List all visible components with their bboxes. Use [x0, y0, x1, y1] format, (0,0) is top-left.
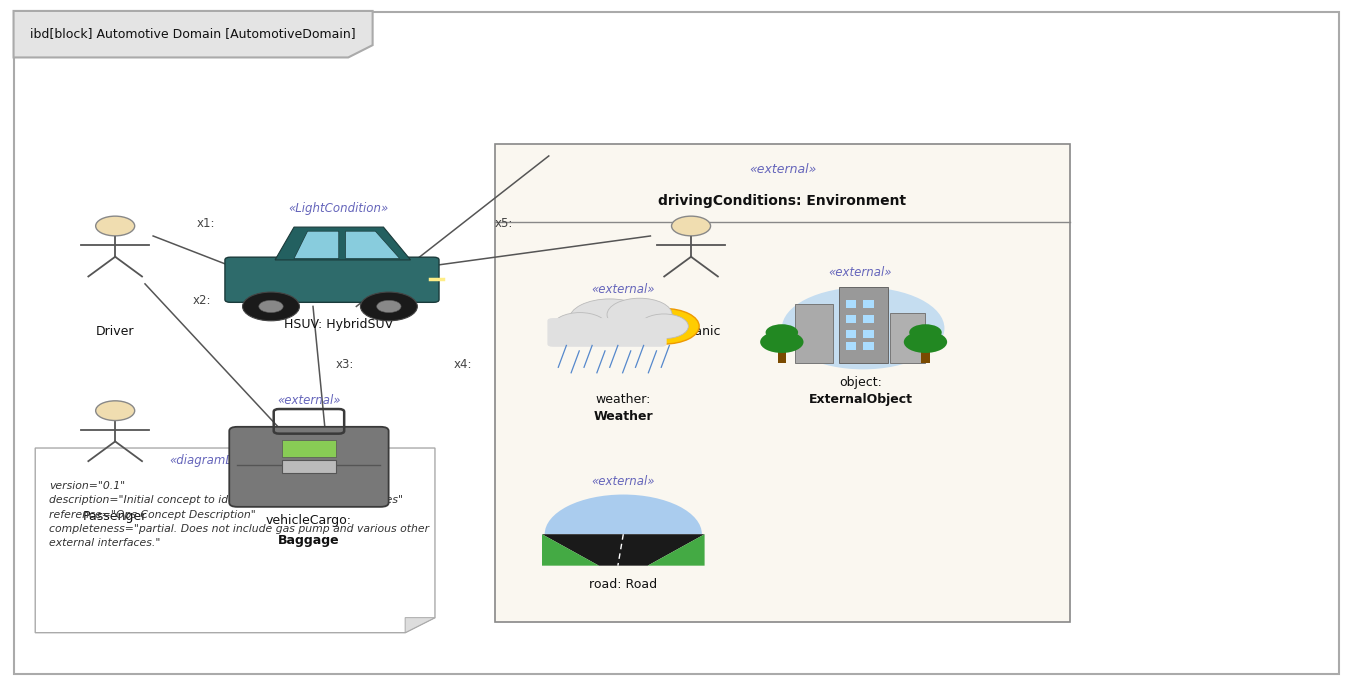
- Circle shape: [607, 298, 672, 331]
- Circle shape: [243, 292, 299, 321]
- FancyBboxPatch shape: [14, 12, 1339, 674]
- Circle shape: [553, 313, 607, 340]
- Text: «external»: «external»: [829, 266, 892, 279]
- Text: x1:: x1:: [196, 217, 215, 230]
- Text: «LightCondition»: «LightCondition»: [289, 202, 389, 215]
- FancyBboxPatch shape: [921, 350, 930, 363]
- FancyBboxPatch shape: [547, 318, 667, 347]
- Circle shape: [672, 216, 710, 236]
- FancyBboxPatch shape: [846, 342, 856, 350]
- Circle shape: [909, 324, 942, 341]
- Wedge shape: [545, 495, 702, 534]
- Text: Mechanic: Mechanic: [661, 325, 721, 338]
- FancyBboxPatch shape: [495, 144, 1070, 622]
- Circle shape: [904, 331, 947, 353]
- FancyBboxPatch shape: [795, 304, 833, 363]
- Text: x4:: x4:: [454, 358, 473, 371]
- Text: Weather: Weather: [593, 410, 653, 423]
- Circle shape: [766, 324, 798, 341]
- Text: «diagramDescription»: «diagramDescription»: [169, 453, 301, 467]
- Text: HSUV: HybridSUV: HSUV: HybridSUV: [285, 318, 393, 331]
- Text: x5:: x5:: [495, 217, 514, 230]
- Polygon shape: [14, 11, 373, 57]
- Circle shape: [96, 401, 134, 421]
- FancyBboxPatch shape: [846, 315, 856, 323]
- Circle shape: [360, 292, 417, 321]
- Circle shape: [629, 308, 699, 344]
- Polygon shape: [648, 534, 705, 566]
- Text: «external»: «external»: [749, 163, 816, 176]
- Text: object:: object:: [839, 376, 882, 389]
- Polygon shape: [405, 618, 435, 633]
- Text: Passenger: Passenger: [83, 510, 148, 523]
- Circle shape: [760, 331, 804, 353]
- Circle shape: [96, 216, 134, 236]
- FancyBboxPatch shape: [282, 460, 336, 473]
- FancyBboxPatch shape: [839, 287, 888, 363]
- Polygon shape: [346, 231, 400, 259]
- FancyBboxPatch shape: [225, 257, 439, 302]
- Text: «external»: «external»: [278, 394, 340, 407]
- Text: «external»: «external»: [592, 283, 654, 296]
- FancyBboxPatch shape: [778, 350, 786, 363]
- Polygon shape: [542, 534, 599, 566]
- FancyBboxPatch shape: [863, 342, 874, 350]
- Circle shape: [640, 314, 688, 339]
- FancyBboxPatch shape: [863, 315, 874, 323]
- Text: ExternalObject: ExternalObject: [809, 393, 912, 406]
- Polygon shape: [294, 231, 339, 259]
- Polygon shape: [275, 227, 411, 260]
- Text: «external»: «external»: [592, 475, 654, 488]
- FancyBboxPatch shape: [846, 330, 856, 338]
- Polygon shape: [542, 534, 705, 566]
- Text: ibd[block] Automotive Domain [AutomotiveDomain]: ibd[block] Automotive Domain [Automotive…: [30, 27, 355, 40]
- Circle shape: [569, 299, 650, 340]
- Text: x2:: x2:: [192, 294, 211, 307]
- FancyBboxPatch shape: [863, 330, 874, 338]
- Circle shape: [377, 300, 401, 313]
- Circle shape: [782, 287, 944, 369]
- FancyBboxPatch shape: [890, 313, 925, 363]
- Text: x3:: x3:: [336, 358, 355, 371]
- Text: drivingConditions: Environment: drivingConditions: Environment: [659, 194, 906, 208]
- Text: road: Road: road: Road: [589, 578, 657, 591]
- Text: Baggage: Baggage: [278, 534, 340, 547]
- Text: Driver: Driver: [96, 325, 134, 338]
- FancyBboxPatch shape: [229, 427, 389, 507]
- Text: version="0.1"
description="Initial concept to identify top level domain entities: version="0.1" description="Initial conce…: [49, 481, 430, 549]
- Polygon shape: [35, 448, 435, 633]
- Text: weather:: weather:: [596, 393, 650, 406]
- FancyBboxPatch shape: [282, 440, 336, 457]
- Circle shape: [259, 300, 283, 313]
- FancyBboxPatch shape: [846, 300, 856, 308]
- FancyBboxPatch shape: [863, 300, 874, 308]
- Text: vehicleCargo:: vehicleCargo:: [266, 514, 352, 527]
